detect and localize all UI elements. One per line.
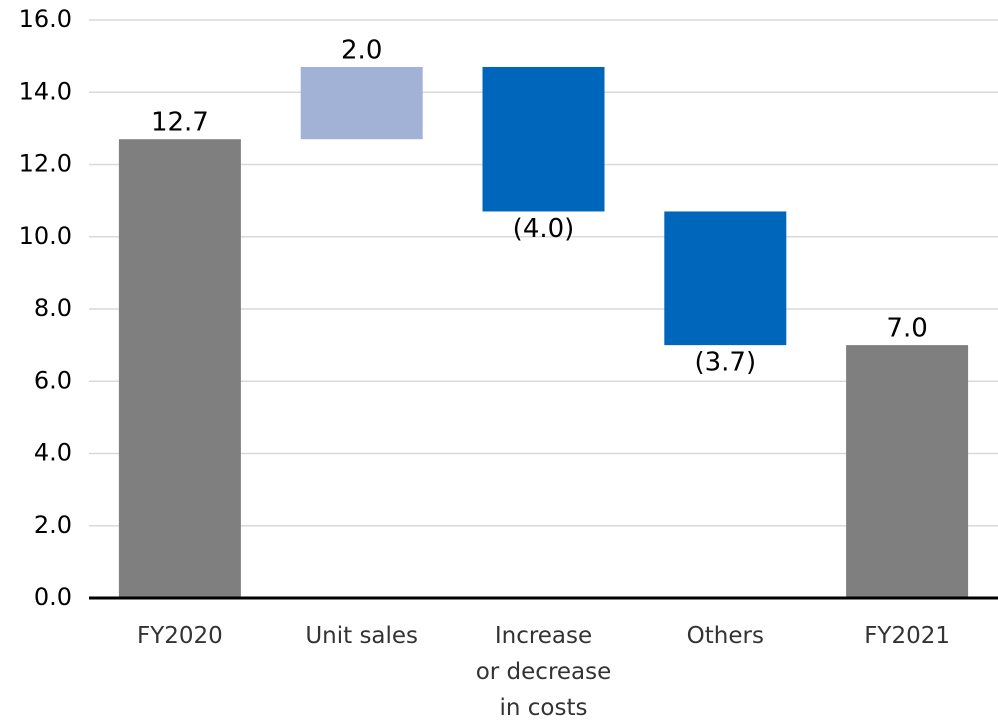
value-label: (4.0) <box>513 214 575 244</box>
y-tick-label: 14.0 <box>19 77 72 105</box>
y-tick-label: 8.0 <box>34 294 72 322</box>
bar <box>846 345 969 598</box>
bar <box>664 211 787 346</box>
value-label: 7.0 <box>886 314 927 344</box>
x-tick-label: FY2020 <box>136 623 223 649</box>
bar <box>118 139 241 598</box>
y-tick-label: 6.0 <box>34 366 72 394</box>
value-label: 12.7 <box>151 108 209 138</box>
y-tick-label: 2.0 <box>34 511 72 539</box>
y-tick-label: 0.0 <box>34 583 72 611</box>
x-tick-label: Others <box>686 623 764 649</box>
y-tick-label: 10.0 <box>19 222 72 250</box>
x-tick-label: Increase or decrease in costs <box>475 623 612 721</box>
bar <box>300 66 423 140</box>
x-tick-label: Unit sales <box>305 623 419 649</box>
y-tick-label: 4.0 <box>34 439 72 467</box>
bar <box>482 66 605 212</box>
x-tick-label: FY2021 <box>864 623 950 649</box>
value-label: (3.7) <box>694 348 756 378</box>
y-tick-label: 16.0 <box>19 5 72 33</box>
y-tick-label: 12.0 <box>19 150 72 178</box>
value-label: 2.0 <box>341 35 382 65</box>
